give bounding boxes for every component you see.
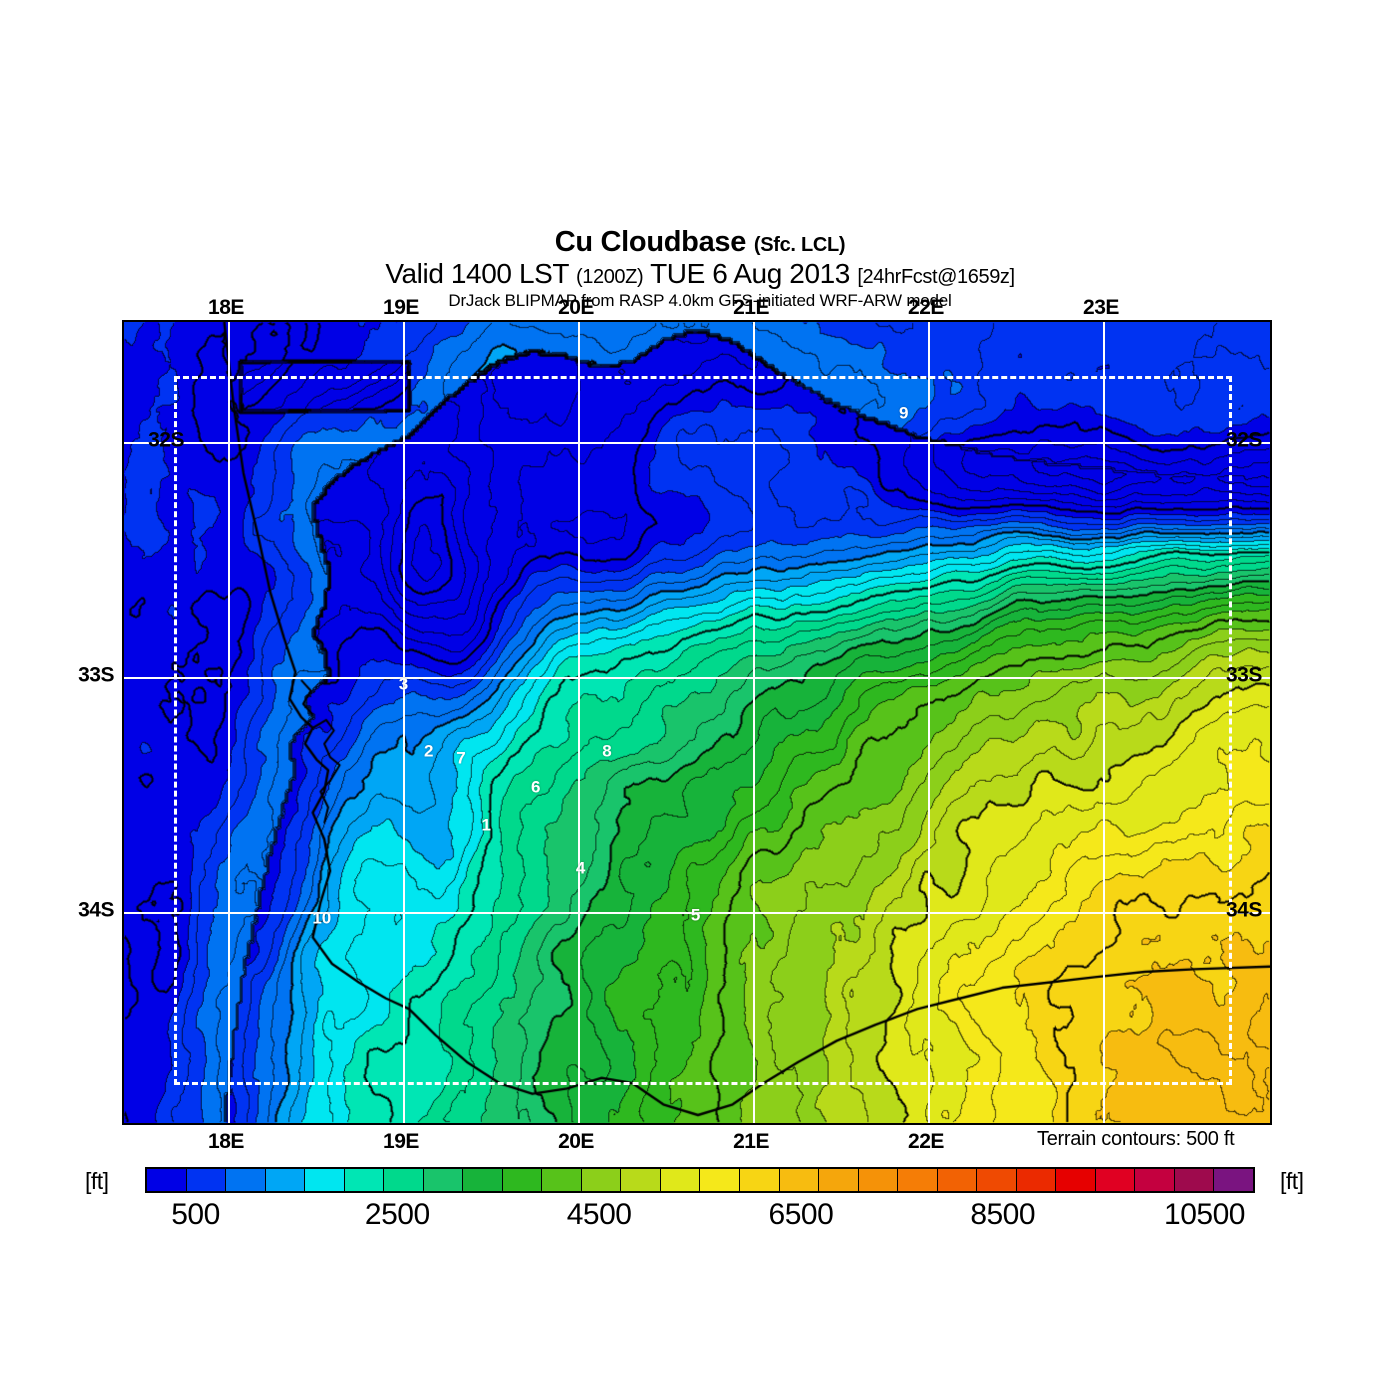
valid-time-prefix: Valid 1400 LST — [385, 258, 569, 289]
lon-label-top-22E: 22E — [908, 296, 944, 319]
lat-label-right-34S: 34S — [1226, 898, 1262, 922]
chart-title-main: Cu Cloudbase — [554, 226, 747, 258]
lon-label-top-19E: 19E — [383, 296, 419, 319]
lat-label-left-33S: 33S — [78, 663, 114, 687]
colorbar-band-15 — [739, 1169, 780, 1191]
waypoint-marker-1[interactable]: 1 — [481, 815, 491, 835]
map-plot-area[interactable]: 9 3 2 7 8 6 1 4 10 5 — [122, 320, 1272, 1125]
colorbar-unit-left: [ft] — [85, 1168, 109, 1194]
colorbar-band-2 — [226, 1169, 266, 1191]
waypoint-marker-2[interactable]: 2 — [424, 741, 434, 761]
colorbar-band-22 — [1016, 1169, 1057, 1191]
waypoint-marker-4[interactable]: 4 — [575, 858, 586, 878]
chart-title: Cu Cloudbase (Sfc. LCL) — [0, 228, 1400, 257]
colorbar-band-27 — [1214, 1169, 1253, 1191]
colorbar-band-11 — [581, 1169, 622, 1191]
colorbar-tick-6500: 6500 — [768, 1198, 834, 1231]
colorbar-band-0 — [147, 1169, 187, 1191]
waypoint-marker-8[interactable]: 8 — [602, 741, 612, 761]
chart-title-subtitle: (Sfc. LCL) — [753, 234, 846, 256]
lon-label-top-21E: 21E — [733, 296, 769, 319]
lon-label-top-23E: 23E — [1083, 296, 1119, 319]
colorbar-band-26 — [1174, 1169, 1215, 1191]
cloudbase-heatmap-canvas — [124, 322, 1270, 1123]
valid-time-utc: (1200Z) — [575, 266, 644, 288]
lon-label-bottom-21E: 21E — [733, 1130, 769, 1153]
lon-label-bottom-20E: 20E — [558, 1130, 594, 1153]
colorbar-tick-10500: 10500 — [1164, 1198, 1245, 1231]
colorbar-band-7 — [423, 1169, 464, 1191]
terrain-contour-note: Terrain contours: 500 ft — [1035, 1128, 1237, 1151]
colorbar-band-8 — [463, 1169, 503, 1191]
colorbar-block: [ft] [ft] 500 2500 4500 6500 8500 10500 — [0, 1160, 1400, 1240]
colorbar-gradient[interactable] — [145, 1167, 1255, 1193]
colorbar-band-4 — [305, 1169, 345, 1191]
waypoint-marker-6[interactable]: 6 — [530, 777, 541, 797]
lat-label-right-33S: 33S — [1226, 663, 1262, 687]
colorbar-band-20 — [937, 1169, 978, 1191]
colorbar-unit-right: [ft] — [1280, 1168, 1304, 1194]
waypoint-marker-9[interactable]: 9 — [898, 403, 909, 423]
title-block: Cu Cloudbase (Sfc. LCL) Valid 1400 LST (… — [0, 228, 1400, 310]
colorbar-band-24 — [1095, 1169, 1136, 1191]
colorbar-band-5 — [344, 1169, 385, 1191]
forecast-tag: [24hrFcst@1659z] — [857, 266, 1015, 288]
colorbar-tick-8500: 8500 — [970, 1198, 1036, 1231]
colorbar-band-10 — [542, 1169, 582, 1191]
waypoint-marker-5[interactable]: 5 — [690, 905, 701, 925]
colorbar-band-3 — [265, 1169, 306, 1191]
lon-label-top-18E: 18E — [208, 296, 244, 319]
model-description: DrJack BLIPMAP from RASP 4.0km GFS-initi… — [448, 291, 952, 310]
valid-time-line: Valid 1400 LST (1200Z) TUE 6 Aug 2013 [2… — [0, 260, 1400, 288]
colorbar-band-1 — [186, 1169, 227, 1191]
valid-date: TUE 6 Aug 2013 — [650, 258, 850, 289]
colorbar-band-16 — [779, 1169, 820, 1191]
lat-label-right-32S: 32S — [1226, 428, 1262, 452]
colorbar-band-14 — [700, 1169, 740, 1191]
colorbar-band-19 — [898, 1169, 938, 1191]
colorbar-band-9 — [502, 1169, 543, 1191]
colorbar-tick-4500: 4500 — [566, 1198, 632, 1231]
lon-label-bottom-18E: 18E — [208, 1130, 244, 1153]
lon-label-top-20E: 20E — [558, 296, 594, 319]
colorbar-band-21 — [977, 1169, 1017, 1191]
colorbar-band-17 — [819, 1169, 859, 1191]
waypoint-marker-10[interactable]: 10 — [312, 908, 332, 928]
waypoint-marker-7[interactable]: 7 — [456, 748, 466, 768]
waypoint-marker-3[interactable]: 3 — [398, 674, 409, 694]
lon-label-bottom-22E: 22E — [908, 1130, 944, 1153]
colorbar-tick-2500: 2500 — [364, 1198, 430, 1231]
lat-label-left-34S: 34S — [78, 898, 114, 922]
colorbar-band-12 — [621, 1169, 661, 1191]
colorbar-band-23 — [1056, 1169, 1096, 1191]
lat-label-left-32S: 32S — [148, 428, 184, 452]
colorbar-band-6 — [384, 1169, 424, 1191]
colorbar-band-18 — [858, 1169, 899, 1191]
colorbar-band-25 — [1135, 1169, 1175, 1191]
colorbar-band-13 — [660, 1169, 701, 1191]
colorbar-tick-500: 500 — [171, 1198, 220, 1231]
lon-label-bottom-19E: 19E — [383, 1130, 419, 1153]
